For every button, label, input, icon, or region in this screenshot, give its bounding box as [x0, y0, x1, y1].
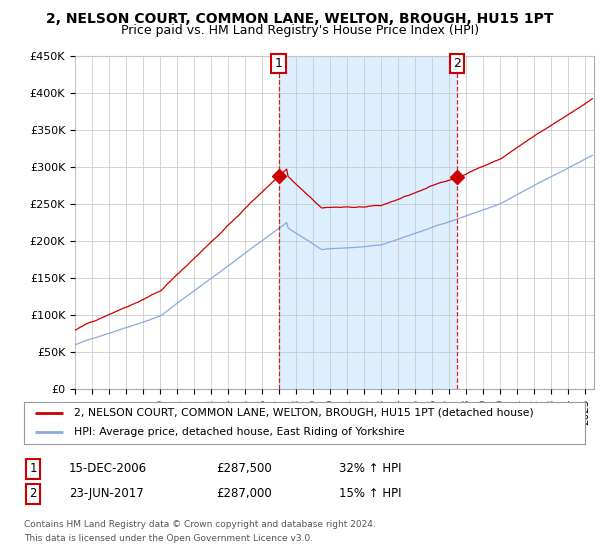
Text: 2, NELSON COURT, COMMON LANE, WELTON, BROUGH, HU15 1PT: 2, NELSON COURT, COMMON LANE, WELTON, BR…: [46, 12, 554, 26]
Text: This data is licensed under the Open Government Licence v3.0.: This data is licensed under the Open Gov…: [24, 534, 313, 543]
Text: £287,000: £287,000: [216, 487, 272, 501]
Text: 32% ↑ HPI: 32% ↑ HPI: [339, 462, 401, 475]
Text: 15% ↑ HPI: 15% ↑ HPI: [339, 487, 401, 501]
Text: 2, NELSON COURT, COMMON LANE, WELTON, BROUGH, HU15 1PT (detached house): 2, NELSON COURT, COMMON LANE, WELTON, BR…: [74, 408, 534, 418]
Bar: [278, 56, 457, 389]
Text: 1: 1: [275, 57, 283, 70]
Text: 2: 2: [29, 487, 37, 501]
Text: Contains HM Land Registry data © Crown copyright and database right 2024.: Contains HM Land Registry data © Crown c…: [24, 520, 376, 529]
Text: 1: 1: [29, 462, 37, 475]
Text: HPI: Average price, detached house, East Riding of Yorkshire: HPI: Average price, detached house, East…: [74, 427, 405, 437]
Text: 23-JUN-2017: 23-JUN-2017: [69, 487, 144, 501]
Text: 2: 2: [454, 57, 461, 70]
Text: Price paid vs. HM Land Registry's House Price Index (HPI): Price paid vs. HM Land Registry's House …: [121, 24, 479, 36]
Text: £287,500: £287,500: [216, 462, 272, 475]
Text: 15-DEC-2006: 15-DEC-2006: [69, 462, 147, 475]
